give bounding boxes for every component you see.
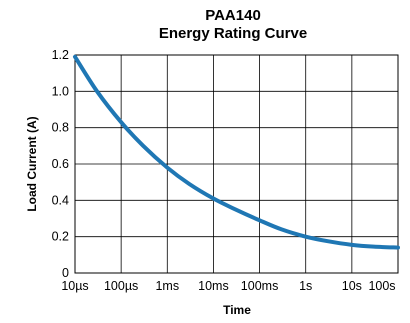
chart-subtitle: Energy Rating Curve	[159, 25, 307, 42]
x-tick-label: 1s	[299, 279, 312, 293]
x-tick-label: 1ms	[155, 279, 179, 293]
grid	[74, 54, 399, 274]
x-tick-labels: 10µs 100µs 1ms 10ms 100ms 1s 10s 100s	[61, 279, 395, 293]
y-tick-labels: 0 0.2 0.4 0.6 0.8 1.0 1.2	[52, 48, 69, 280]
y-tick-label: 0.8	[52, 121, 69, 135]
plot-frame	[74, 54, 399, 274]
x-tick-label: 100s	[368, 279, 395, 293]
energy-rating-series-line	[73, 54, 400, 250]
x-tick-label: 100µs	[104, 279, 138, 293]
y-axis-label: Load Current (A)	[25, 116, 39, 211]
y-tick-label: 0.2	[52, 230, 69, 244]
y-tick-label: 0.6	[52, 157, 69, 171]
chart-title: PAA140	[205, 7, 261, 24]
y-tick-label: 0.4	[52, 193, 69, 207]
x-tick-label: 10s	[342, 279, 362, 293]
y-tick-label: 1.2	[52, 48, 69, 62]
x-tick-label: 100ms	[241, 279, 279, 293]
x-axis-label: Time	[223, 303, 251, 317]
x-tick-label: 10ms	[198, 279, 229, 293]
series-layer	[73, 54, 400, 250]
y-tick-label: 0	[62, 266, 69, 280]
x-tick-label: 10µs	[61, 279, 88, 293]
y-tick-label: 1.0	[52, 84, 69, 98]
